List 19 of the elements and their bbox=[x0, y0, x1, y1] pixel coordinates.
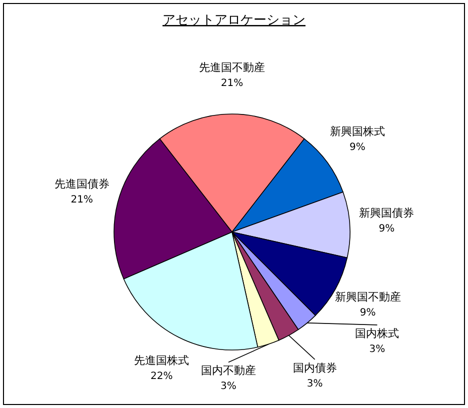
data-label: 3% bbox=[220, 381, 236, 392]
data-label: 3% bbox=[369, 344, 386, 355]
slice-label: 先進国不動産 bbox=[199, 61, 265, 74]
data-label: 3% bbox=[306, 378, 323, 390]
data-label: 21% bbox=[220, 78, 244, 89]
slice-label: 国内債券 bbox=[292, 361, 337, 374]
slice-label: 新興国債券 bbox=[359, 206, 414, 220]
slice-label: 新興国株式 bbox=[330, 124, 385, 138]
slice-label: 国内株式 bbox=[355, 326, 400, 340]
data-label: 22% bbox=[150, 371, 173, 382]
data-label: 9% bbox=[349, 142, 366, 153]
slice-label: 先進国株式 bbox=[134, 354, 190, 368]
chart-title: アセットアロケーション bbox=[162, 13, 306, 28]
slice-label: 先進国債券 bbox=[54, 177, 110, 190]
slice-label: 国内不動産 bbox=[200, 364, 256, 378]
data-label: 9% bbox=[378, 223, 395, 234]
slice-label: 新興国不動産 bbox=[334, 290, 401, 304]
data-label: 21% bbox=[70, 194, 93, 206]
data-label: 9% bbox=[360, 308, 376, 319]
